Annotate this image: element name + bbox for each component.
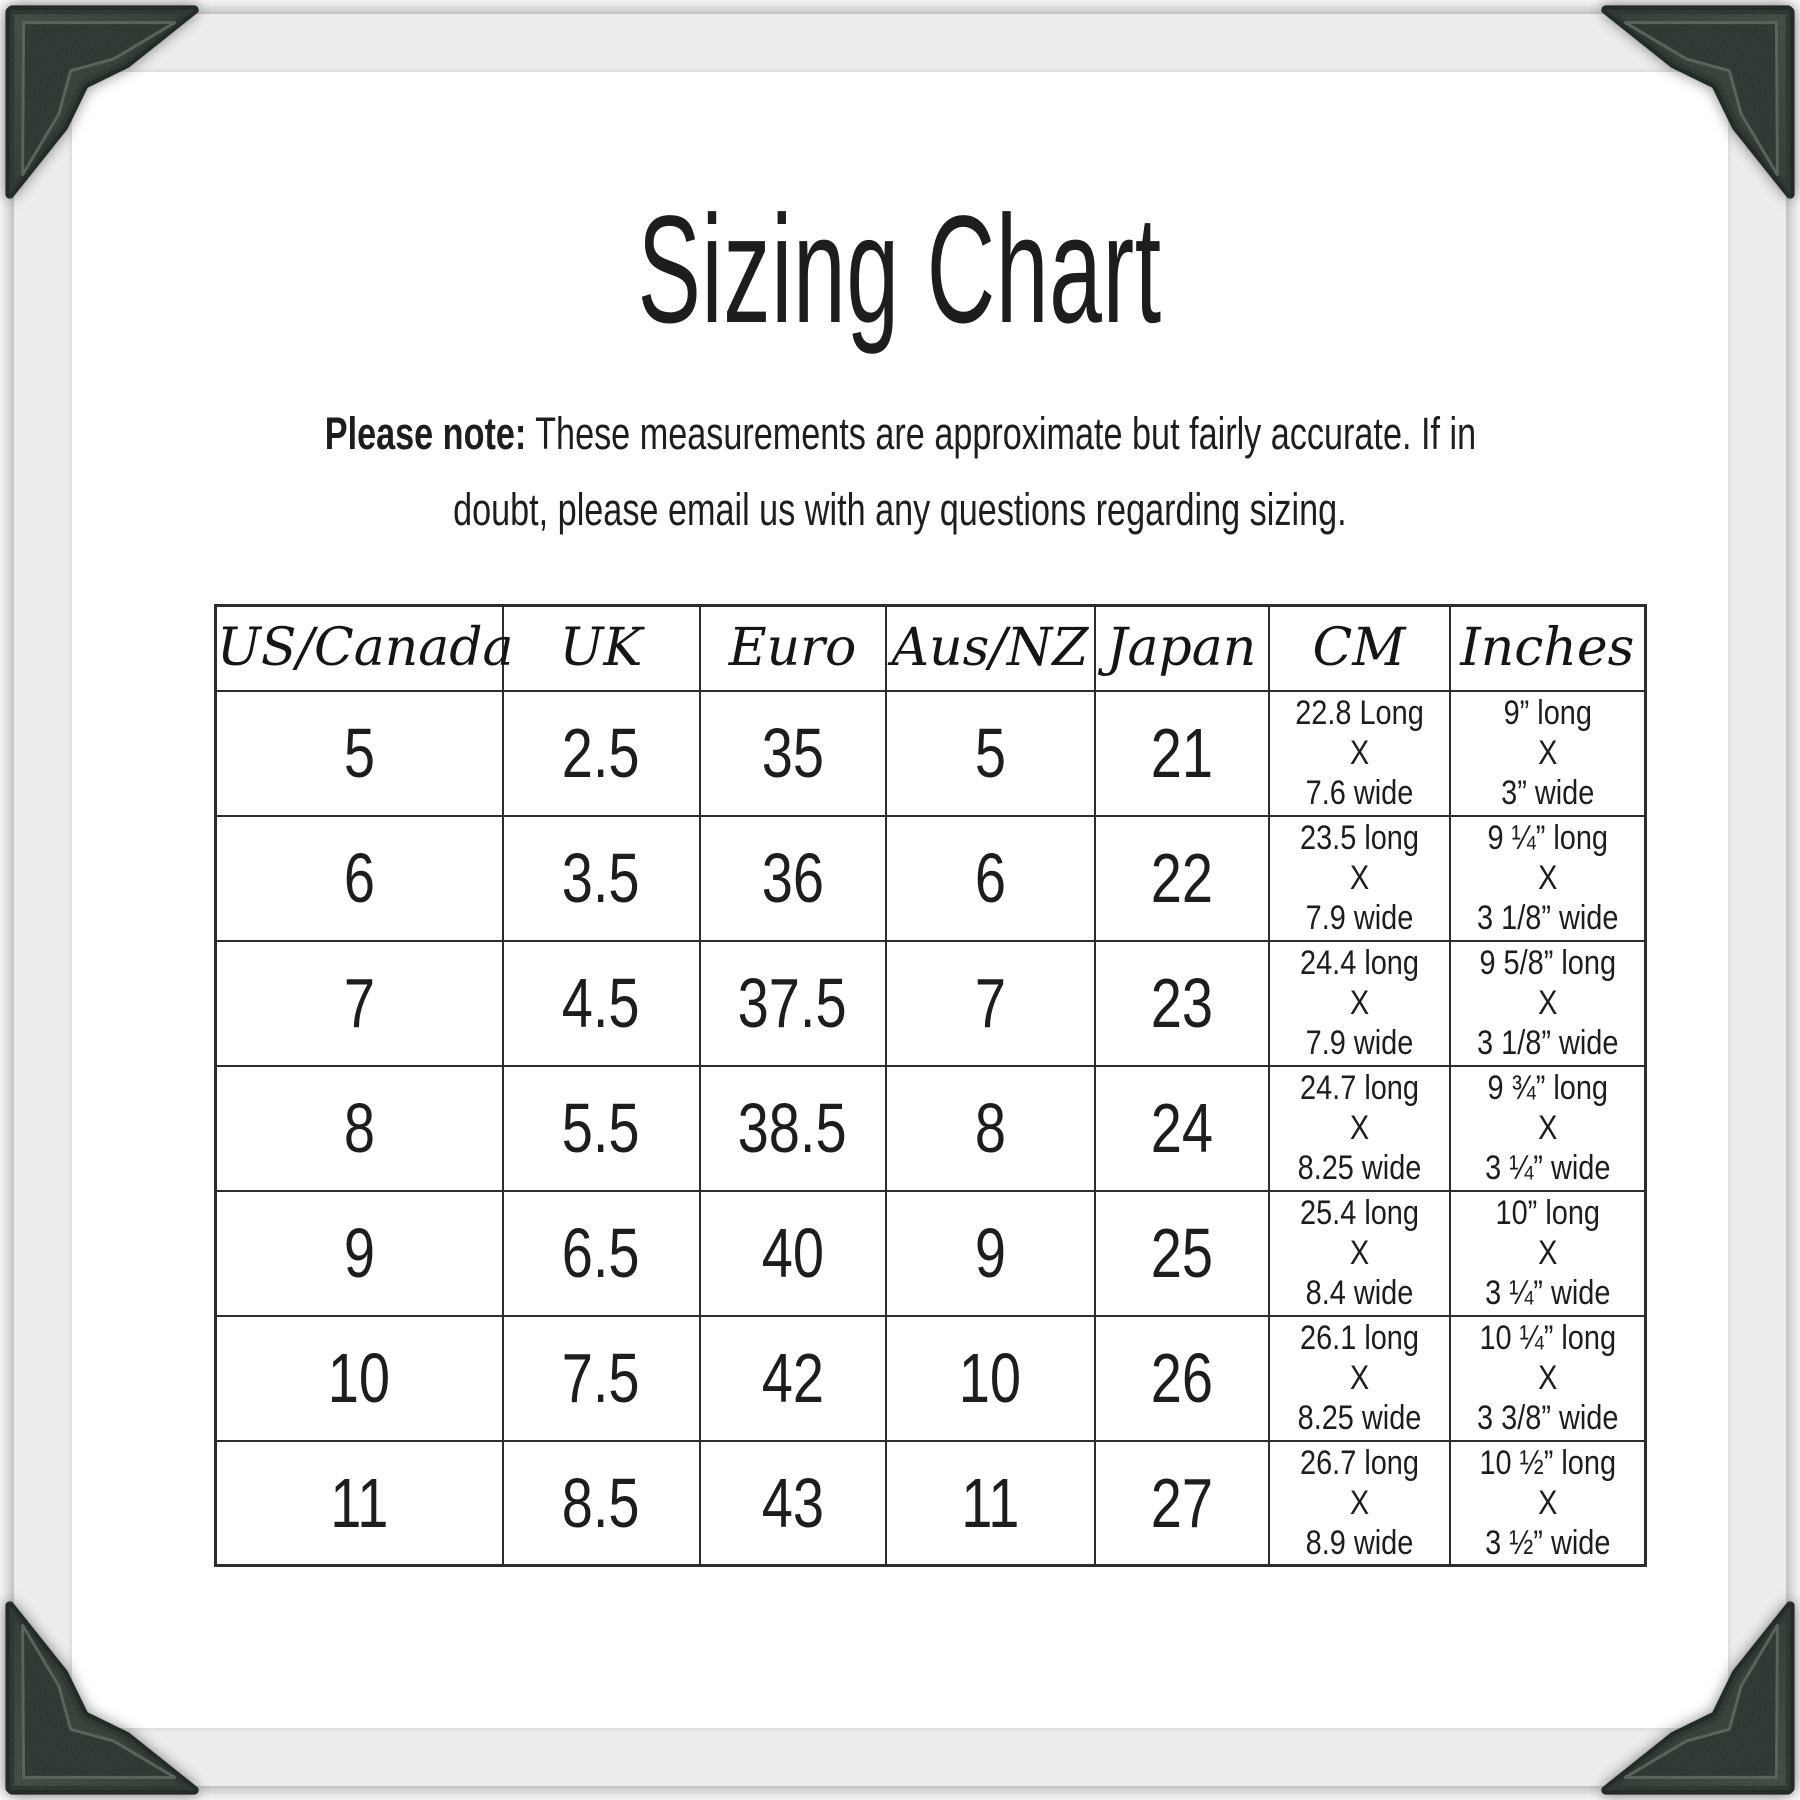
cell-euro: 36 [698,814,887,942]
cell-us-canada: 8 [214,1064,504,1192]
header-row: US/Canada UK Euro Aus/NZ Japan CM Inches [214,604,1647,692]
cell-inches: 9 5/8” long X 3 1/8” wide [1448,939,1647,1067]
cell-japan: 27 [1093,1439,1270,1567]
header-inches: Inches [1448,604,1647,692]
cell-aus-nz: 9 [884,1189,1096,1317]
table-row: 6 3.5 36 6 22 23.5 long X 7.9 wide 9 ¼” … [214,814,1647,942]
photo-corner-top-left-icon [2,2,208,208]
cell-cm: 25.4 long X 8.4 wide [1267,1189,1451,1317]
note-line-1-text: These measurements are approximate but f… [525,408,1476,459]
cell-inches: 9 ¼” long X 3 1/8” wide [1448,814,1647,942]
cell-euro: 40 [698,1189,887,1317]
table-row: 11 8.5 43 11 27 26.7 long X 8.9 wide 10 … [214,1439,1647,1567]
cell-japan: 23 [1093,939,1270,1067]
cell-aus-nz: 6 [884,814,1096,942]
cell-us-canada: 10 [214,1314,504,1442]
table-row: 8 5.5 38.5 8 24 24.7 long X 8.25 wide 9 … [214,1064,1647,1192]
cell-aus-nz: 7 [884,939,1096,1067]
header-aus-nz: Aus/NZ [884,604,1096,692]
cell-inches: 9” long X 3” wide [1448,689,1647,817]
cell-japan: 24 [1093,1064,1270,1192]
cell-uk: 3.5 [501,814,701,942]
photo-corner-top-right-icon [1592,2,1798,208]
cell-japan: 25 [1093,1189,1270,1317]
page-title: Sizing Chart [637,184,1163,355]
size-table-body: 5 2.5 35 5 21 22.8 Long X 7.6 wide 9” lo… [214,689,1647,1567]
cell-inches: 9 ¾” long X 3 ¼” wide [1448,1064,1647,1192]
cell-aus-nz: 10 [884,1314,1096,1442]
cell-uk: 4.5 [501,939,701,1067]
header-japan: Japan [1093,604,1270,692]
cell-us-canada: 9 [214,1189,504,1317]
note-line-2: doubt, please email us with any question… [0,472,1800,548]
cell-euro: 43 [698,1439,887,1567]
cell-cm: 26.1 long X 8.25 wide [1267,1314,1451,1442]
header-cm: CM [1267,604,1451,692]
cell-uk: 6.5 [501,1189,701,1317]
cell-uk: 8.5 [501,1439,701,1567]
cell-cm: 24.7 long X 8.25 wide [1267,1064,1451,1192]
cell-japan: 26 [1093,1314,1270,1442]
cell-euro: 37.5 [698,939,887,1067]
cell-uk: 7.5 [501,1314,701,1442]
header-uk: UK [501,604,701,692]
photo-corner-bottom-left-icon [2,1592,208,1798]
table-row: 5 2.5 35 5 21 22.8 Long X 7.6 wide 9” lo… [214,689,1647,817]
table-row: 7 4.5 37.5 7 23 24.4 long X 7.9 wide 9 5… [214,939,1647,1067]
header-euro: Euro [698,604,887,692]
cell-japan: 22 [1093,814,1270,942]
cell-aus-nz: 5 [884,689,1096,817]
cell-cm: 24.4 long X 7.9 wide [1267,939,1451,1067]
cell-euro: 42 [698,1314,887,1442]
cell-us-canada: 11 [214,1439,504,1567]
note-line-1: Please note: These measurements are appr… [0,396,1800,472]
sizing-table: US/Canada UK Euro Aus/NZ Japan CM Inches… [214,604,1647,1567]
cell-inches: 10 ½” long X 3 ½” wide [1448,1439,1647,1567]
cell-inches: 10 ¼” long X 3 3/8” wide [1448,1314,1647,1442]
cell-uk: 2.5 [501,689,701,817]
cell-euro: 38.5 [698,1064,887,1192]
cell-us-canada: 5 [214,689,504,817]
cell-us-canada: 6 [214,814,504,942]
table-row: 10 7.5 42 10 26 26.1 long X 8.25 wide 10… [214,1314,1647,1442]
header-us-canada: US/Canada [214,604,514,692]
cell-aus-nz: 8 [884,1064,1096,1192]
cell-us-canada: 7 [214,939,504,1067]
cell-inches: 10” long X 3 ¼” wide [1448,1189,1647,1317]
table-row: 9 6.5 40 9 25 25.4 long X 8.4 wide 10” l… [214,1189,1647,1317]
cell-cm: 22.8 Long X 7.6 wide [1267,689,1451,817]
cell-cm: 26.7 long X 8.9 wide [1267,1439,1451,1567]
cell-uk: 5.5 [501,1064,701,1192]
cell-euro: 35 [698,689,887,817]
note-line-2-text: doubt, please email us with any question… [453,484,1347,535]
cell-cm: 23.5 long X 7.9 wide [1267,814,1451,942]
note-paragraph: Please note: These measurements are appr… [0,396,1800,548]
cell-japan: 21 [1093,689,1270,817]
note-lead: Please note: [324,408,526,459]
photo-corner-bottom-right-icon [1592,1592,1798,1798]
cell-aus-nz: 11 [884,1439,1096,1567]
page-title-wrap: Sizing Chart [0,184,1800,355]
